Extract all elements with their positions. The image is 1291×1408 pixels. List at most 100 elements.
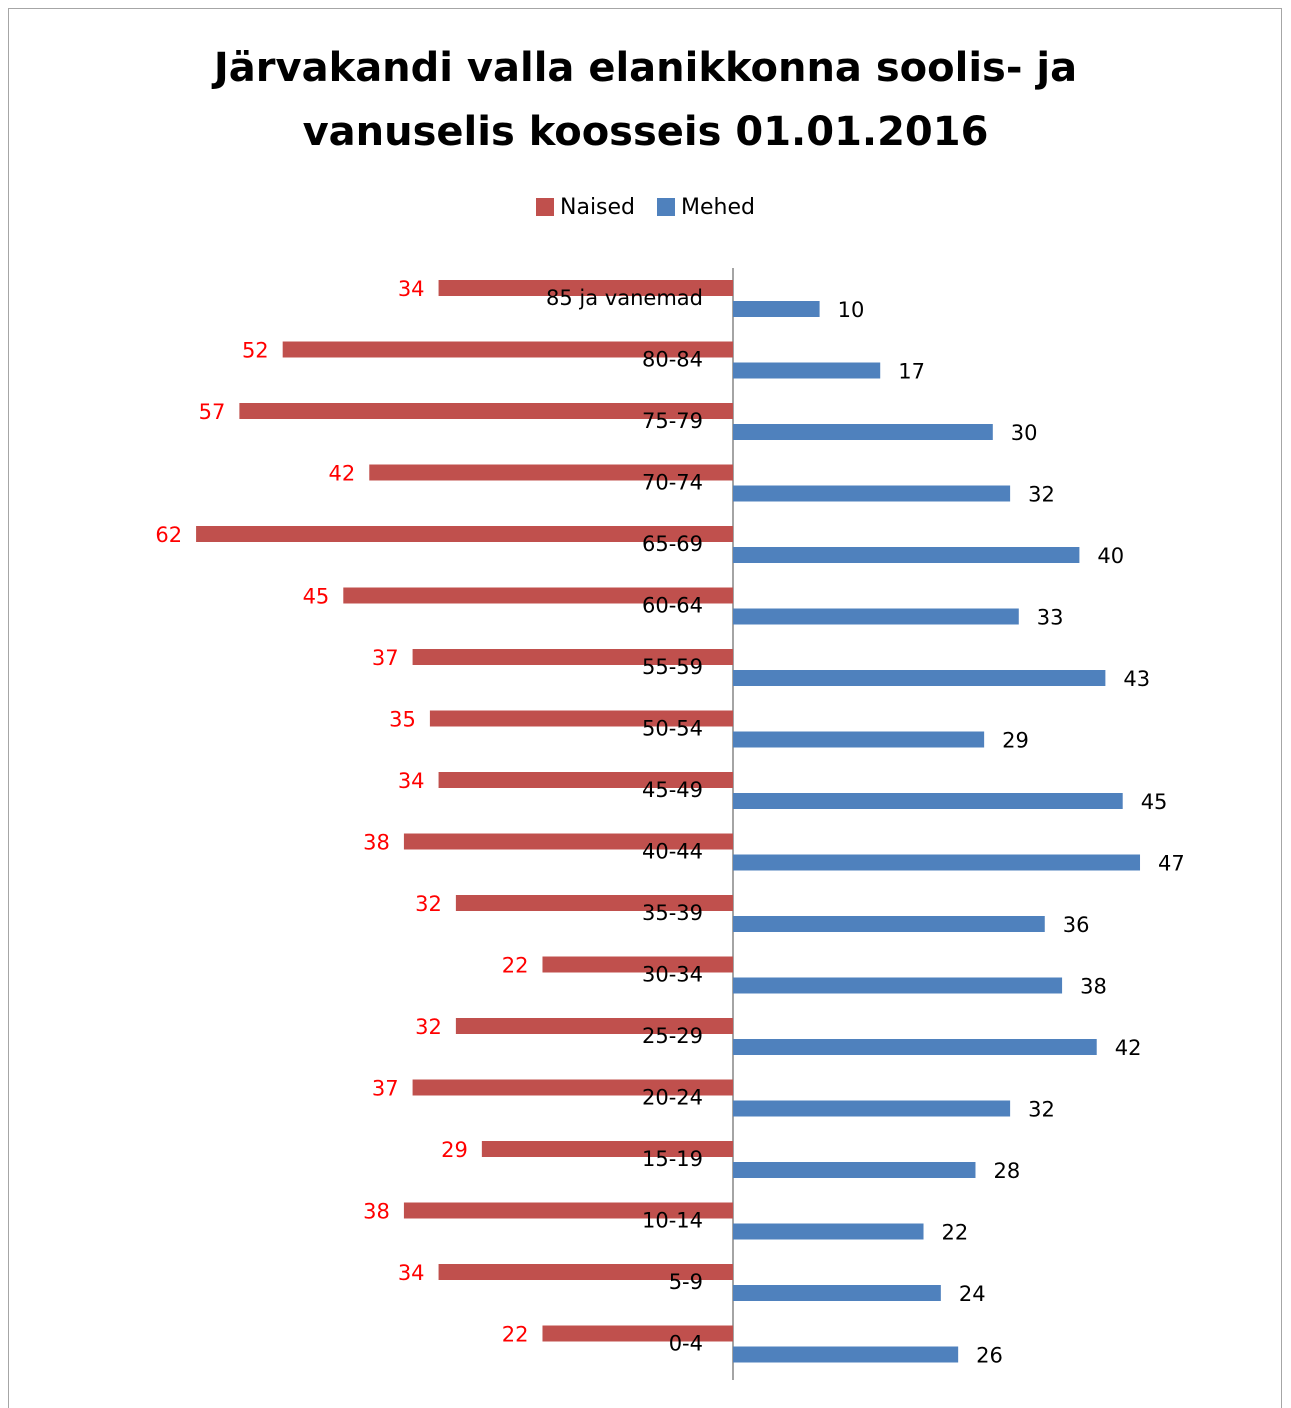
data-label-naised: 29 xyxy=(441,1138,468,1162)
data-label-mehed: 47 xyxy=(1158,852,1185,876)
category-tick-label: 55-59 xyxy=(642,655,703,679)
category-tick-label: 35-39 xyxy=(642,901,703,925)
category-tick-label: 5-9 xyxy=(669,1270,703,1294)
data-label-naised: 34 xyxy=(398,277,425,301)
category-tick-label: 20-24 xyxy=(642,1086,703,1110)
bar-mehed xyxy=(733,854,1141,871)
category-tick-label: 80-84 xyxy=(642,348,703,372)
bar-mehed xyxy=(733,670,1106,686)
chart-frame xyxy=(8,8,1282,1408)
bar-naised xyxy=(239,403,733,419)
bar-mehed xyxy=(733,1346,959,1363)
bar-mehed xyxy=(733,547,1080,563)
category-tick-label: 15-19 xyxy=(642,1147,703,1171)
bar-mehed xyxy=(733,977,1063,994)
bar-naised xyxy=(438,280,733,296)
data-label-mehed: 32 xyxy=(1028,1098,1055,1122)
category-tick-label: 70-74 xyxy=(642,471,703,495)
category-tick-label: 40-44 xyxy=(642,840,703,864)
legend-swatch-mehed xyxy=(657,198,676,216)
data-label-naised: 37 xyxy=(372,1077,399,1101)
bar-mehed xyxy=(733,793,1123,809)
category-tick-label: 30-34 xyxy=(642,963,703,987)
data-label-mehed: 10 xyxy=(838,298,865,322)
data-label-naised: 22 xyxy=(502,1323,529,1347)
data-label-naised: 34 xyxy=(398,769,425,793)
legend-item-mehed: Mehed xyxy=(657,195,755,220)
bar-naised xyxy=(429,710,733,727)
category-tick-label: 0-4 xyxy=(669,1332,703,1356)
category-tick-label: 75-79 xyxy=(642,409,703,433)
bar-naised xyxy=(403,833,733,850)
category-tick-label: 45-49 xyxy=(642,778,703,802)
bar-mehed xyxy=(733,1162,976,1178)
legend-label-mehed: Mehed xyxy=(681,194,755,220)
data-label-naised: 32 xyxy=(415,1015,442,1039)
bar-mehed xyxy=(733,362,881,379)
data-label-naised: 52 xyxy=(242,339,269,363)
data-label-naised: 37 xyxy=(372,646,399,670)
data-label-naised: 34 xyxy=(398,1261,425,1285)
bar-naised xyxy=(455,895,733,911)
data-label-mehed: 32 xyxy=(1028,483,1055,507)
data-label-mehed: 30 xyxy=(1011,421,1038,445)
bar-mehed xyxy=(733,731,985,748)
bar-naised xyxy=(542,956,733,973)
data-label-mehed: 45 xyxy=(1141,790,1168,814)
data-label-naised: 38 xyxy=(363,831,390,855)
bar-naised xyxy=(282,341,733,358)
bar-naised xyxy=(438,772,733,788)
data-label-naised: 45 xyxy=(303,585,330,609)
bar-naised xyxy=(369,464,733,481)
data-label-mehed: 24 xyxy=(959,1282,986,1306)
data-label-naised: 32 xyxy=(415,892,442,916)
data-label-naised: 38 xyxy=(363,1200,390,1224)
bar-mehed xyxy=(733,916,1045,932)
bar-mehed xyxy=(733,1223,924,1240)
data-label-naised: 22 xyxy=(502,954,529,978)
chart-title: Järvakandi valla elanikkonna soolis- ja … xyxy=(0,36,1291,164)
category-tick-label: 60-64 xyxy=(642,594,703,618)
category-tick-label: 25-29 xyxy=(642,1024,703,1048)
legend-swatch-naised xyxy=(536,198,554,216)
category-tick-label: 65-69 xyxy=(642,532,703,556)
data-label-naised: 62 xyxy=(155,523,182,547)
data-label-mehed: 29 xyxy=(1002,729,1029,753)
legend-item-naised: Naised xyxy=(536,195,635,220)
data-label-mehed: 28 xyxy=(993,1159,1020,1183)
data-label-mehed: 33 xyxy=(1037,606,1064,630)
bar-mehed xyxy=(733,424,993,440)
bar-mehed xyxy=(733,1039,1097,1055)
bar-mehed xyxy=(733,485,1011,502)
bar-naised xyxy=(455,1018,733,1034)
legend-label-naised: Naised xyxy=(560,194,636,220)
bar-naised xyxy=(481,1141,733,1157)
data-label-mehed: 42 xyxy=(1115,1036,1142,1060)
data-label-mehed: 40 xyxy=(1097,544,1124,568)
bar-naised xyxy=(196,526,733,542)
data-label-mehed: 43 xyxy=(1123,667,1150,691)
bar-mehed xyxy=(733,1285,941,1301)
bar-naised xyxy=(412,1079,733,1096)
data-label-mehed: 17 xyxy=(898,360,925,384)
category-tick-label: 50-54 xyxy=(642,717,703,741)
bar-naised xyxy=(542,1325,733,1342)
data-label-naised: 57 xyxy=(199,400,226,424)
category-tick-label: 85 ja vanemad xyxy=(546,286,703,310)
bar-mehed xyxy=(733,301,820,317)
bar-mehed xyxy=(733,1100,1011,1117)
bar-naised xyxy=(343,587,733,604)
data-label-mehed: 38 xyxy=(1080,975,1107,999)
bar-naised xyxy=(412,649,733,665)
bar-mehed xyxy=(733,608,1019,625)
data-label-naised: 42 xyxy=(329,462,356,486)
data-label-mehed: 22 xyxy=(942,1221,969,1245)
bar-naised xyxy=(438,1264,733,1280)
data-label-mehed: 36 xyxy=(1063,913,1090,937)
data-label-mehed: 26 xyxy=(976,1344,1003,1368)
chart-title-line2: vanuselis koosseis 01.01.2016 xyxy=(302,109,989,155)
chart-title-line1: Järvakandi valla elanikkonna soolis- ja xyxy=(213,45,1078,91)
chart-legend: Naised Mehed xyxy=(0,192,1291,222)
bar-naised xyxy=(403,1202,733,1219)
